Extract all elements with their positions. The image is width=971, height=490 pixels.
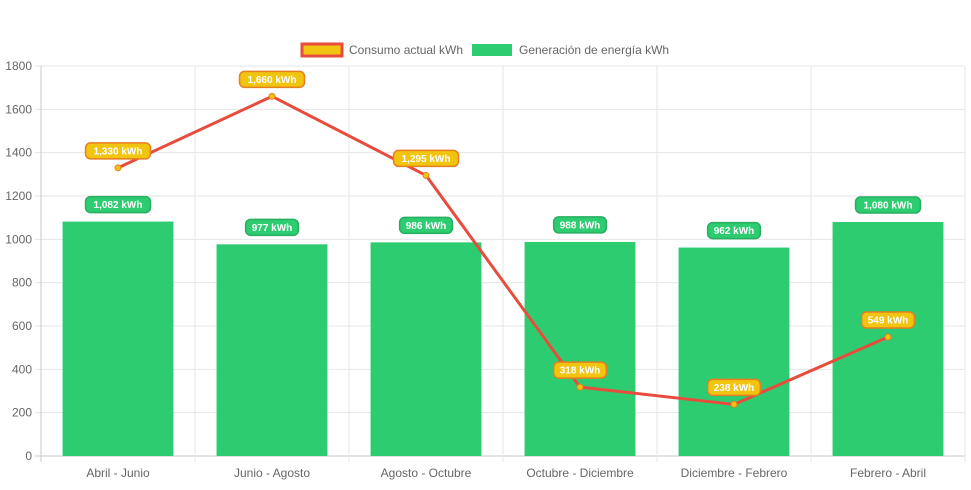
bar-data-label-bg: [854, 196, 922, 214]
bar-data-label: 1,082 kWh: [84, 195, 152, 214]
line-data-label: 238 kWh: [706, 378, 762, 397]
bar-data-label-text: 986 kWh: [406, 221, 447, 232]
y-tick-label: 800: [12, 276, 32, 290]
y-tick-label: 1000: [5, 232, 32, 246]
line-data-label-text: 318 kWh: [560, 366, 601, 377]
y-tick-label: 200: [12, 406, 32, 420]
bar-data-label-bg: [706, 221, 762, 240]
line-data-label-text: 1,660 kWh: [248, 75, 297, 86]
bar-data-label-bg: [84, 195, 152, 214]
consumption-point: [422, 171, 430, 179]
data-labels: 1,082 kWh 977 kWh 986 kWh 988 kWh 962 kWh 1,0…: [84, 70, 922, 397]
line-data-label: 1,660 kWh: [238, 70, 306, 89]
line-data-label: 318 kWh: [552, 361, 608, 379]
x-tick-label: Junio - Agosto: [234, 466, 310, 480]
y-tick-label: 400: [12, 362, 32, 376]
line-data-label-text: 1,295 kWh: [402, 154, 451, 165]
bar-data-label-bg: [244, 218, 300, 237]
line-data-label-text: 1,330 kWh: [94, 146, 143, 157]
bar-data-label-text: 988 kWh: [560, 220, 601, 231]
line-data-label: 549 kWh: [860, 311, 916, 329]
bar-data-label-bg: [398, 216, 454, 235]
line-data-label-text: 549 kWh: [868, 316, 909, 327]
legend-swatch-generation: [472, 44, 512, 56]
consumption-point: [268, 92, 276, 100]
line-data-label-bg: [238, 70, 306, 89]
bar-data-label-bg: [552, 216, 608, 234]
y-tick-label: 1800: [5, 59, 32, 73]
bar-data-label: 986 kWh: [398, 216, 454, 235]
bar-data-label-text: 977 kWh: [252, 223, 293, 234]
bar-data-label: 1,080 kWh: [854, 196, 922, 214]
generation-bar: [678, 247, 790, 456]
consumption-point: [114, 164, 122, 172]
legend: Consumo actual kWh Generación de energía …: [300, 42, 669, 58]
legend-label-consumption: Consumo actual kWh: [349, 43, 463, 57]
line-data-label-bg: [552, 361, 608, 379]
legend-label-generation: Generación de energía kWh: [519, 43, 669, 57]
bar-data-label-text: 1,082 kWh: [94, 200, 143, 211]
line-data-label-bg: [392, 149, 460, 168]
generation-bar: [370, 242, 482, 456]
bar-data-label-text: 962 kWh: [714, 226, 755, 237]
x-tick-label: Agosto - Octubre: [381, 466, 472, 480]
bar-data-label: 988 kWh: [552, 216, 608, 234]
line-data-label: 1,330 kWh: [84, 142, 152, 160]
generation-bar: [216, 244, 328, 456]
line-data-label-bg: [84, 142, 152, 160]
y-tick-label: 600: [12, 319, 32, 333]
consumption-point: [884, 333, 892, 341]
bar-data-label: 977 kWh: [244, 218, 300, 237]
consumption-point: [730, 400, 738, 408]
line-data-label-bg: [860, 311, 916, 329]
bar-series: [62, 221, 944, 456]
line-data-label: 1,295 kWh: [392, 149, 460, 168]
line-data-label-bg: [706, 378, 762, 397]
generation-bar: [524, 241, 636, 456]
bar-data-label: 962 kWh: [706, 221, 762, 240]
y-tick-label: 0: [25, 449, 32, 463]
x-tick-label: Febrero - Abril: [850, 466, 926, 480]
y-tick-label: 1600: [5, 102, 32, 116]
consumption-point: [576, 383, 584, 391]
bar-data-label-text: 1,080 kWh: [864, 201, 913, 212]
x-tick-label: Octubre - Diciembre: [526, 466, 634, 480]
line-data-label-text: 238 kWh: [714, 383, 755, 394]
legend-swatch-consumption: [300, 42, 344, 58]
y-tick-label: 1200: [5, 189, 32, 203]
x-tick-label: Abril - Junio: [86, 466, 150, 480]
y-tick-label: 1400: [5, 146, 32, 160]
generation-bar: [62, 221, 174, 456]
grid: [35, 65, 966, 462]
axes: 0 200 400 600 800 1000 1200 1400 1600 1800 Abril -…: [5, 59, 926, 480]
x-tick-label: Diciembre - Febrero: [681, 466, 788, 480]
